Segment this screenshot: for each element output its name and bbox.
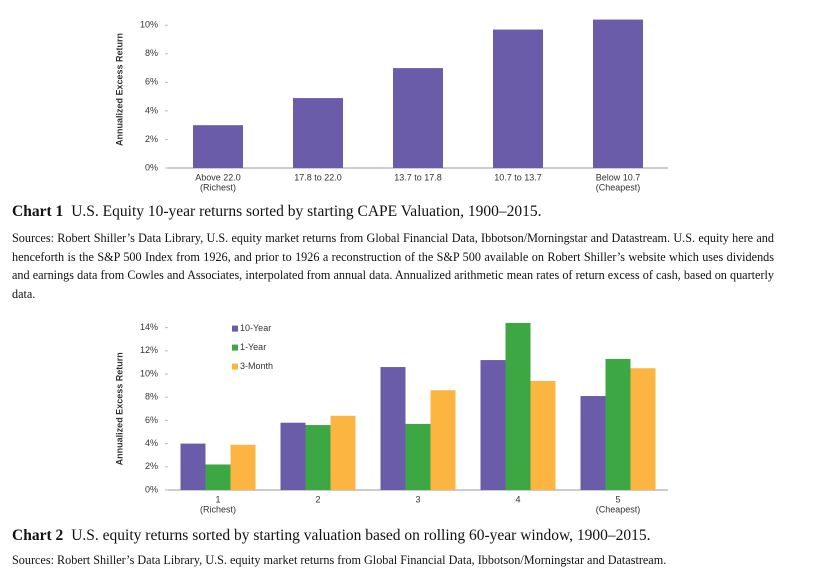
legend-label: 3-Month — [240, 361, 273, 371]
bar — [493, 29, 543, 168]
caption-text: U.S. equity returns sorted by starting v… — [71, 527, 651, 544]
bar — [293, 98, 343, 168]
x-tick-label: Above 22.0 — [195, 172, 241, 182]
caption: Chart 1 U.S. Equity 10-year returns sorte… — [12, 203, 542, 221]
bar — [580, 396, 606, 490]
x-tick-label: 3 — [415, 494, 420, 504]
y-tick-label: 6% — [145, 77, 158, 87]
bar — [380, 367, 406, 490]
caption-text: U.S. Equity 10-year returns sorted by st… — [71, 203, 542, 220]
y-tick-label: 8% — [145, 392, 158, 402]
x-tick-label: 17.8 to 22.0 — [294, 172, 342, 182]
caption-label: Chart 1 — [12, 203, 64, 220]
legend-swatch — [232, 325, 238, 332]
x-tick-label: 1 — [215, 494, 220, 504]
bar — [230, 444, 256, 490]
bar — [193, 125, 243, 168]
bar — [530, 380, 556, 490]
y-tick-label: 10% — [140, 368, 158, 378]
sources: Sources: Robert Shiller’s Data Library, … — [12, 553, 667, 567]
bar — [480, 360, 506, 490]
bar — [393, 68, 443, 168]
bar — [630, 368, 656, 490]
bar — [430, 390, 456, 490]
y-tick-label: 6% — [145, 415, 158, 425]
y-axis-label: Annualized Excess Return — [114, 33, 124, 146]
bar — [305, 425, 331, 490]
y-tick-label: 0% — [145, 484, 158, 494]
x-tick-label: 2 — [315, 494, 320, 504]
y-tick-label: 10% — [140, 20, 158, 30]
y-tick-label: 0% — [145, 162, 158, 172]
bar — [593, 19, 643, 169]
y-tick-label: 2% — [145, 134, 158, 144]
y-tick-label: 4% — [145, 438, 158, 448]
bar — [205, 464, 231, 490]
x-tick-label: 4 — [515, 494, 520, 504]
legend-label: 10-Year — [240, 323, 271, 333]
y-tick-label: 8% — [145, 48, 158, 58]
caption-label: Chart 2 — [12, 527, 64, 544]
y-tick-label: 2% — [145, 461, 158, 471]
x-tick-label: (Cheapest) — [596, 504, 641, 514]
x-tick-label: 13.7 to 17.8 — [394, 172, 442, 182]
caption: Chart 2 U.S. equity returns sorted by sta… — [12, 527, 651, 545]
bar — [280, 422, 306, 490]
x-tick-label: (Cheapest) — [596, 182, 641, 192]
y-axis-label: Annualized Excess Return — [114, 352, 124, 465]
legend-swatch — [232, 344, 238, 351]
bar — [330, 415, 356, 490]
x-tick-label: 10.7 to 13.7 — [494, 172, 542, 182]
legend-label: 1-Year — [240, 342, 266, 352]
bar — [180, 443, 206, 490]
x-tick-label: (Richest) — [200, 504, 236, 514]
y-tick-label: 4% — [145, 105, 158, 115]
bar — [605, 358, 631, 490]
y-tick-label: 12% — [140, 345, 158, 355]
bar — [505, 322, 531, 490]
x-tick-label: Below 10.7 — [596, 172, 641, 182]
sources: Sources: Robert Shiller’s Data Library, … — [12, 231, 774, 301]
x-tick-label: (Richest) — [200, 182, 236, 192]
y-tick-label: 14% — [140, 322, 158, 332]
legend-swatch — [232, 363, 238, 370]
bar — [405, 423, 431, 490]
x-tick-label: 5 — [615, 494, 620, 504]
